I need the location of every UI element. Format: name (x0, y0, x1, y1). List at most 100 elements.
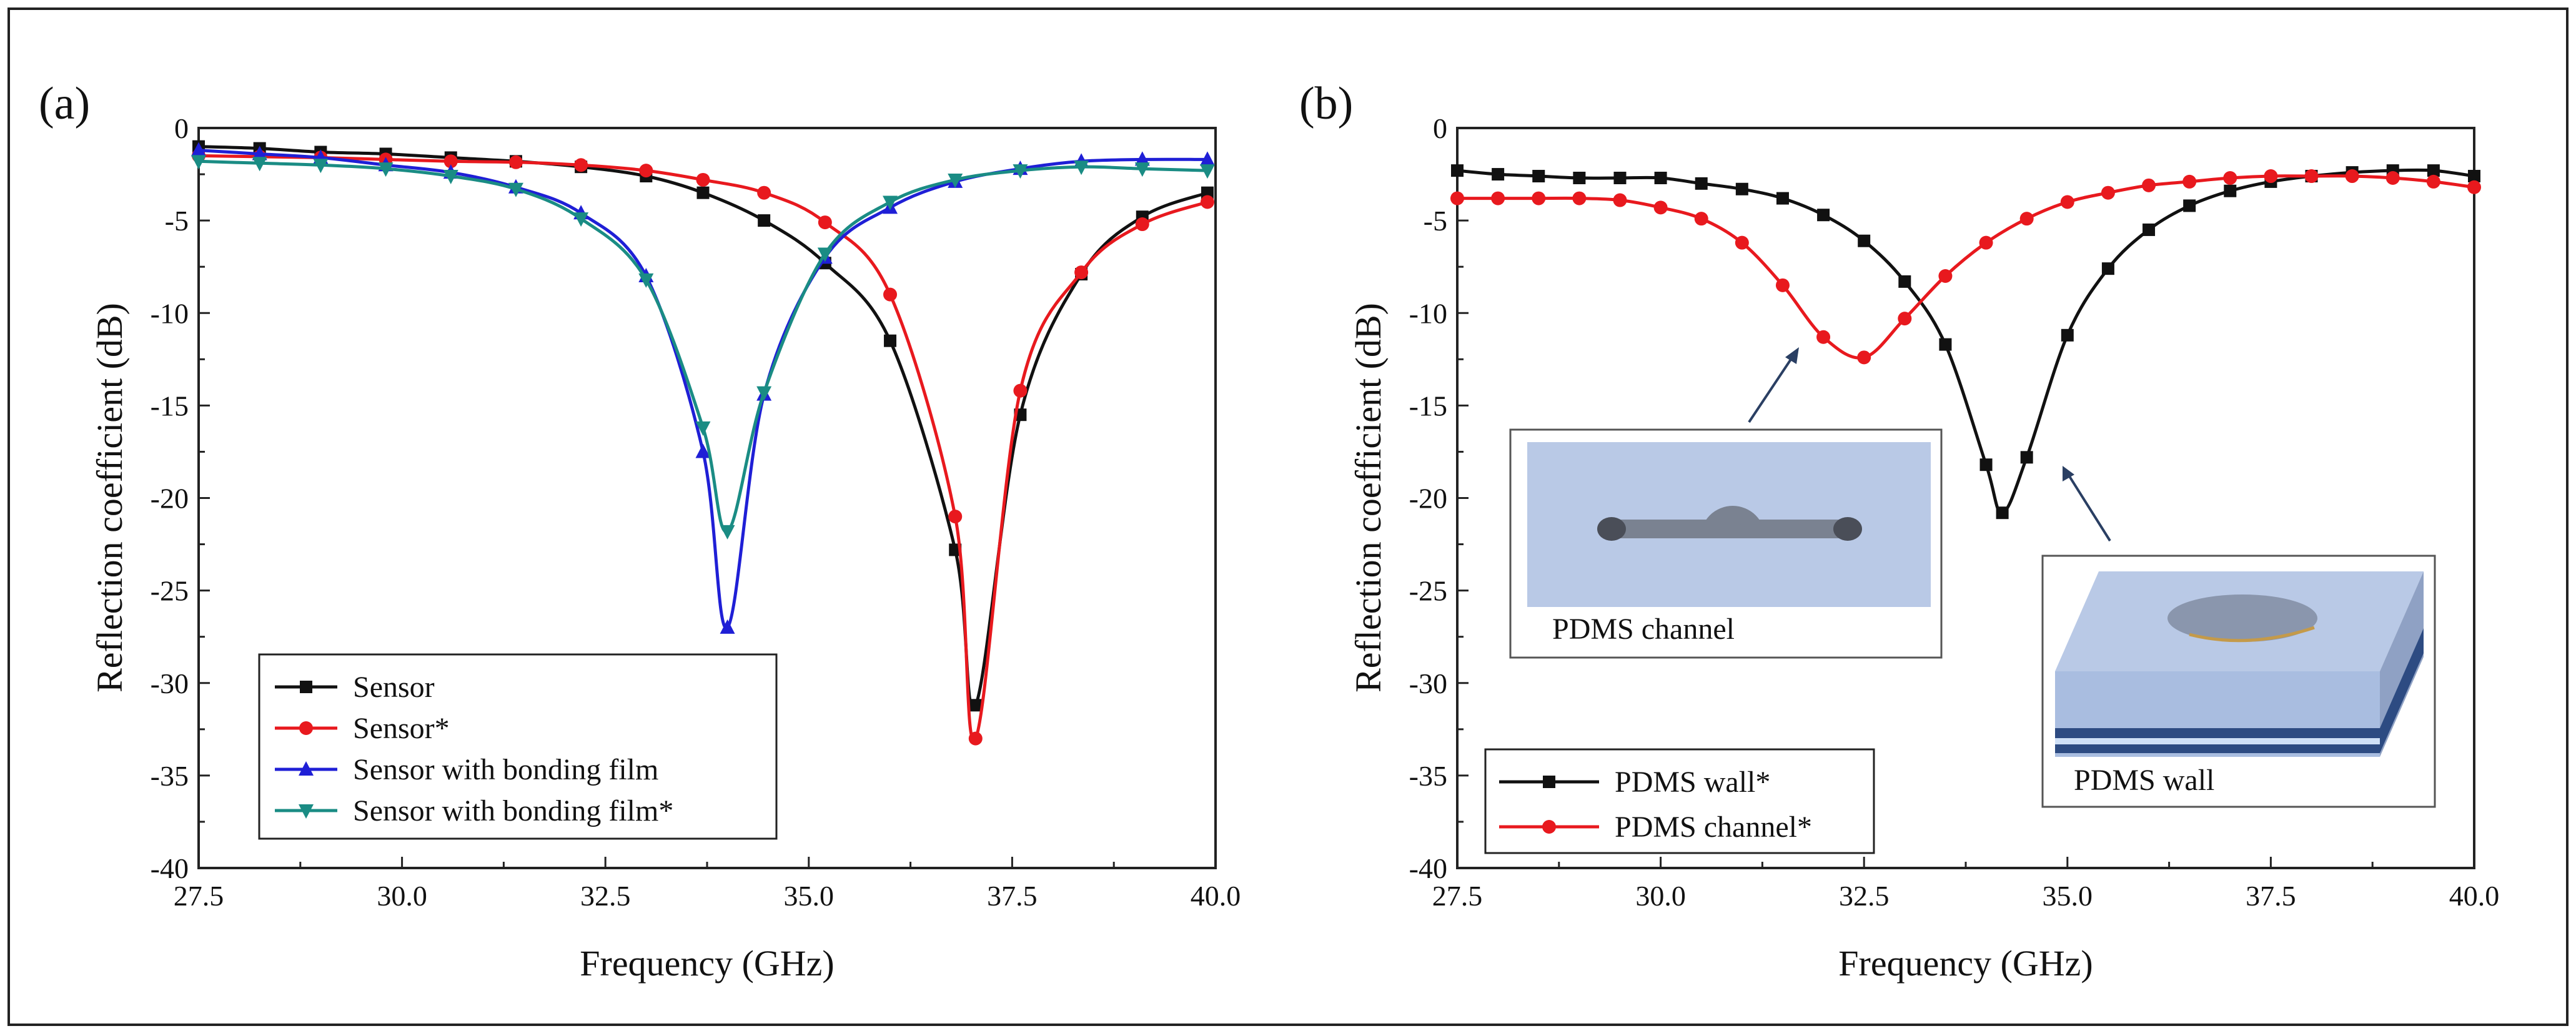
panel-a-legend: Sensor Sensor* Sensor with bonding film Sen… (258, 653, 778, 840)
data-point (1816, 330, 1831, 344)
data-point (2101, 262, 2114, 275)
wall-layer-dark (2055, 728, 2380, 738)
legend-marker (299, 804, 314, 819)
y-tick-label: -15 (151, 390, 189, 422)
data-point (1979, 235, 1993, 250)
panel-b-x-axis-label: Frequency (GHz) (1838, 943, 2093, 984)
data-point (1573, 171, 1586, 184)
data-point (2345, 169, 2359, 184)
data-point (1694, 212, 1708, 226)
inset-wall-caption: PDMS wall (2074, 764, 2214, 797)
x-tick-label: 40.0 (2449, 880, 2500, 912)
legend-label: Sensor (353, 671, 435, 704)
data-point (1134, 151, 1150, 166)
data-point (968, 731, 983, 746)
data-point (1938, 269, 1953, 283)
legend-marker (1543, 776, 1555, 788)
legend-marker (299, 721, 313, 735)
x-tick-label: 37.5 (2246, 880, 2296, 912)
data-point (757, 185, 771, 200)
data-point (883, 195, 898, 210)
panel-b: (b) 27.5 30.0 32.5 35.0 37.5 40.0 0 -5 -10 -15 -20… (1299, 78, 2499, 984)
data-point (2060, 195, 2074, 209)
channel-arch (1700, 506, 1765, 538)
data-point (2426, 174, 2440, 189)
data-point (1695, 177, 1708, 190)
data-point (443, 170, 458, 185)
panel-a-label: (a) (39, 78, 90, 129)
panel-a-axes: 27.5 30.0 32.5 35.0 37.5 40.0 0 -5 -10 -15 -20 -25 -… (151, 112, 1241, 912)
data-point (1776, 192, 1789, 205)
data-point (720, 619, 735, 634)
inset-pdms-channel: PDMS channel (1509, 347, 1943, 659)
panel-b-y-axis-label: Reflection coefficient (dB) (1348, 303, 1389, 693)
data-point (2467, 180, 2481, 194)
data-point (1074, 160, 1089, 175)
x-tick-label: 30.0 (1635, 880, 1686, 912)
panel-b-label: (b) (1299, 78, 1353, 129)
y-tick-label: -40 (151, 852, 189, 884)
data-point (1532, 191, 1546, 205)
data-point (638, 273, 654, 288)
data-point (1450, 191, 1464, 205)
legend-marker (1542, 820, 1556, 834)
wall-hole-rim (2189, 626, 2315, 643)
y-tick-label: -20 (151, 483, 189, 515)
x-tick-label: 30.0 (377, 880, 427, 912)
wall-layer-side (2380, 628, 2424, 753)
data-point (1491, 191, 1505, 205)
data-point (818, 215, 832, 230)
inset-channel-caption: PDMS channel (1552, 613, 1735, 646)
data-point (191, 155, 206, 170)
data-point (2101, 185, 2115, 200)
data-point (696, 172, 710, 187)
y-tick-label: -40 (1409, 852, 1447, 884)
data-point (1201, 186, 1214, 199)
data-point (1199, 151, 1215, 166)
panel-a-series (191, 140, 1215, 746)
legend-label: Sensor* (353, 712, 450, 745)
data-point (1013, 383, 1028, 398)
data-point (948, 510, 963, 524)
data-point (1200, 195, 1214, 209)
data-point (969, 699, 982, 712)
data-point (2223, 170, 2237, 185)
y-tick-label: -35 (1409, 760, 1447, 792)
inset-wall-arrow (2066, 472, 2111, 542)
data-point (508, 182, 523, 197)
y-tick-label: -25 (1409, 575, 1447, 607)
data-point (1857, 350, 1871, 365)
data-point (695, 421, 711, 436)
legend-label: Sensor with bonding film (353, 753, 658, 786)
y-tick-label: -25 (151, 575, 189, 607)
inset-wall-arrowhead (2063, 466, 2074, 481)
y-tick-label: 0 (174, 112, 189, 144)
x-tick-label: 27.5 (174, 880, 224, 912)
x-tick-label: 32.5 (580, 880, 631, 912)
y-tick-label: -10 (1409, 297, 1447, 329)
data-point (1858, 234, 1871, 247)
panel-a-y-axis-label: Reflection coefficient (dB) (89, 303, 130, 693)
data-point (2143, 223, 2156, 236)
y-tick-label: -30 (1409, 668, 1447, 699)
data-point (1451, 164, 1464, 177)
data-point (1532, 170, 1545, 183)
data-point (720, 525, 735, 540)
data-point (1775, 278, 1790, 292)
series-sensor- (192, 149, 1214, 746)
wall-layer-light (2055, 738, 2380, 744)
data-point (884, 334, 897, 347)
data-point (2264, 169, 2278, 184)
x-tick-label: 32.5 (1839, 880, 1890, 912)
inset-channel-arrow (1748, 353, 1795, 423)
data-point (1939, 338, 1952, 351)
x-tick-label: 37.5 (987, 880, 1038, 912)
panel-b-axes: 27.5 30.0 32.5 35.0 37.5 40.0 0 -5 -10 -15 -20 -25 -… (1409, 112, 2500, 912)
data-point (378, 162, 394, 177)
data-point (2427, 164, 2440, 177)
legend-label: PDMS wall* (1615, 766, 1770, 799)
data-point (2061, 328, 2074, 342)
series-sensor-with-bonding-film- (191, 155, 1215, 540)
data-point (574, 158, 588, 172)
data-point (252, 146, 267, 160)
